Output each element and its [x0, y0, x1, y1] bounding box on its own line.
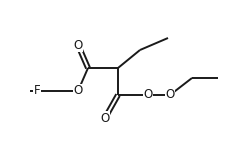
Text: F: F	[34, 84, 41, 98]
Text: O: O	[100, 111, 109, 124]
Text: O: O	[165, 88, 174, 102]
Text: O: O	[143, 88, 152, 102]
Text: O: O	[73, 39, 82, 51]
Text: O: O	[73, 84, 82, 98]
